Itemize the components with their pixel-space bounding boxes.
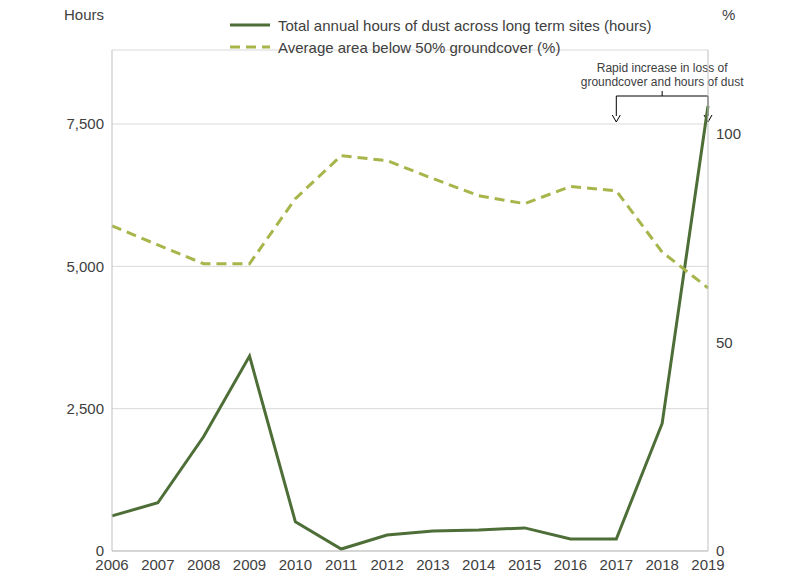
svg-text:2012: 2012 [370,556,403,573]
svg-text:2017: 2017 [600,556,633,573]
svg-text:2018: 2018 [645,556,678,573]
svg-text:2013: 2013 [416,556,449,573]
svg-text:2006: 2006 [95,555,129,573]
svg-text:5,000: 5,000 [66,258,104,275]
svg-text:0: 0 [96,542,104,559]
svg-text:2,500: 2,500 [66,400,104,417]
html-text:Hours: Hours [64,6,104,23]
svg-text:2014: 2014 [462,556,495,573]
svg-text:100: 100 [716,125,741,142]
html-text:Average area below 50% groundc: Average area below 50% groundcover (%) [278,38,561,56]
svg-text:2007: 2007 [141,556,174,573]
svg-text:groundcover and hours of dust: groundcover and hours of dust [581,75,744,89]
svg-text:2019: 2019 [691,555,725,573]
svg-text:2015: 2015 [508,556,541,573]
svg-text:2009: 2009 [233,556,266,573]
svg-text:2008: 2008 [187,556,220,573]
svg-text:2016: 2016 [554,556,587,573]
svg-text:2011: 2011 [325,556,357,573]
svg-text:2010: 2010 [279,556,312,573]
svg-text:Rapid increase in loss of: Rapid increase in loss of [596,61,728,75]
svg-text:0: 0 [716,542,724,559]
svg-text:7,500: 7,500 [66,115,104,132]
svg-text:50: 50 [716,334,733,351]
html-text:Total annual hours of dust acr: Total annual hours of dust across long t… [278,16,652,34]
